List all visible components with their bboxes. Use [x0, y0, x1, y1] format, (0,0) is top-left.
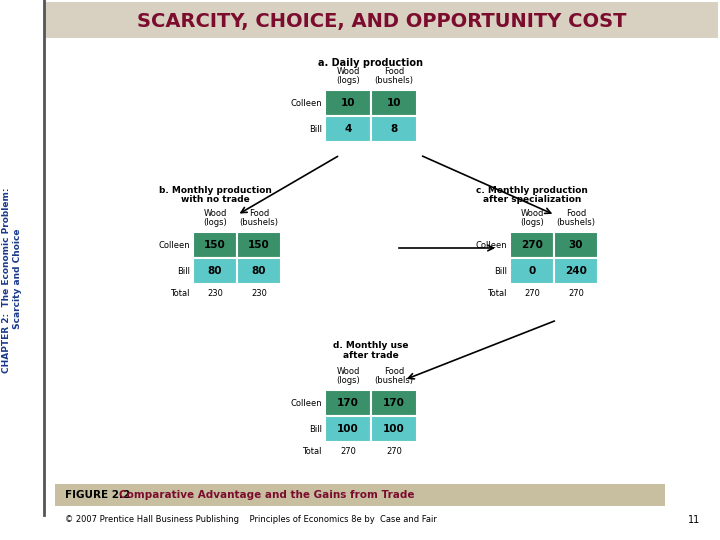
- Text: (bushels): (bushels): [557, 218, 595, 227]
- Bar: [55, 484, 665, 506]
- Text: Food: Food: [384, 367, 404, 376]
- Text: CHAPTER 2:  The Economic Problem:
 Scarcity and Choice: CHAPTER 2: The Economic Problem: Scarcit…: [2, 187, 22, 373]
- Text: 100: 100: [383, 424, 405, 434]
- Bar: [325, 390, 371, 416]
- Text: 270: 270: [524, 289, 540, 299]
- Text: Bill: Bill: [309, 424, 322, 434]
- Text: Food: Food: [566, 209, 586, 218]
- Text: Food: Food: [384, 67, 404, 76]
- Text: Bill: Bill: [494, 267, 507, 275]
- Text: (logs): (logs): [203, 218, 227, 227]
- Text: Bill: Bill: [177, 267, 190, 275]
- Text: 0: 0: [528, 266, 536, 276]
- Bar: [554, 232, 598, 258]
- Text: Colleen: Colleen: [158, 240, 190, 249]
- Bar: [325, 116, 371, 142]
- Text: (bushels): (bushels): [374, 76, 413, 85]
- Text: Colleen: Colleen: [290, 98, 322, 107]
- Text: Wood: Wood: [336, 367, 360, 376]
- Text: a. Daily production: a. Daily production: [318, 58, 423, 68]
- Bar: [371, 390, 417, 416]
- Text: Colleen: Colleen: [290, 399, 322, 408]
- Text: 270: 270: [568, 289, 584, 299]
- Text: 100: 100: [337, 424, 359, 434]
- Text: after specialization: after specialization: [483, 195, 581, 204]
- Text: 80: 80: [252, 266, 266, 276]
- Bar: [371, 90, 417, 116]
- Text: Total: Total: [487, 289, 507, 299]
- Text: d. Monthly use: d. Monthly use: [333, 341, 409, 350]
- Text: Comparative Advantage and the Gains from Trade: Comparative Advantage and the Gains from…: [119, 490, 415, 500]
- Text: Total: Total: [302, 448, 322, 456]
- Text: 270: 270: [521, 240, 543, 250]
- Text: b. Monthly production: b. Monthly production: [158, 186, 271, 195]
- Bar: [237, 258, 281, 284]
- Text: 10: 10: [387, 98, 401, 108]
- Bar: [371, 116, 417, 142]
- Text: (logs): (logs): [336, 76, 360, 85]
- Text: Wood: Wood: [521, 209, 544, 218]
- Bar: [554, 258, 598, 284]
- Text: 8: 8: [390, 124, 397, 134]
- Bar: [325, 416, 371, 442]
- Text: FIGURE 2.2: FIGURE 2.2: [65, 490, 130, 500]
- Text: c. Monthly production: c. Monthly production: [476, 186, 588, 195]
- Text: Total: Total: [171, 289, 190, 299]
- Text: Colleen: Colleen: [475, 240, 507, 249]
- Bar: [193, 232, 237, 258]
- Bar: [371, 416, 417, 442]
- Text: 170: 170: [337, 398, 359, 408]
- Text: (bushels): (bushels): [374, 376, 413, 385]
- Text: 80: 80: [208, 266, 222, 276]
- Text: with no trade: with no trade: [181, 195, 249, 204]
- Text: after trade: after trade: [343, 351, 399, 360]
- Text: 270: 270: [340, 448, 356, 456]
- Text: 240: 240: [565, 266, 587, 276]
- Text: 230: 230: [251, 289, 267, 299]
- Bar: [193, 258, 237, 284]
- Text: Food: Food: [249, 209, 269, 218]
- Text: 230: 230: [207, 289, 223, 299]
- Text: 150: 150: [248, 240, 270, 250]
- Text: Wood: Wood: [203, 209, 227, 218]
- Bar: [44, 2, 718, 38]
- Text: Bill: Bill: [309, 125, 322, 133]
- Text: 11: 11: [688, 515, 700, 525]
- Text: (logs): (logs): [520, 218, 544, 227]
- Text: 30: 30: [569, 240, 583, 250]
- Text: (bushels): (bushels): [240, 218, 279, 227]
- Text: Wood: Wood: [336, 67, 360, 76]
- Text: © 2007 Prentice Hall Business Publishing    Principles of Economics 8e by  Case : © 2007 Prentice Hall Business Publishing…: [65, 516, 437, 524]
- Bar: [325, 90, 371, 116]
- Text: SCARCITY, CHOICE, AND OPPORTUNITY COST: SCARCITY, CHOICE, AND OPPORTUNITY COST: [138, 12, 626, 31]
- Bar: [510, 232, 554, 258]
- Text: 150: 150: [204, 240, 226, 250]
- Text: 4: 4: [344, 124, 351, 134]
- Bar: [510, 258, 554, 284]
- Text: 270: 270: [386, 448, 402, 456]
- Text: 10: 10: [341, 98, 355, 108]
- Bar: [237, 232, 281, 258]
- Text: (logs): (logs): [336, 376, 360, 385]
- Text: 170: 170: [383, 398, 405, 408]
